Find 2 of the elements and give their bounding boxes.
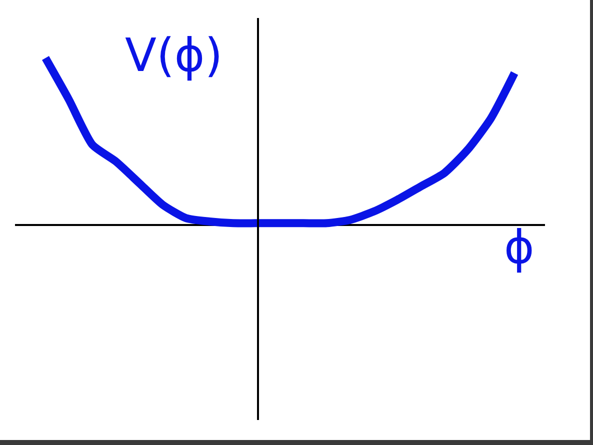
y-axis-title: V(ϕ) <box>125 28 223 82</box>
x-axis-title: ϕ <box>504 220 534 274</box>
